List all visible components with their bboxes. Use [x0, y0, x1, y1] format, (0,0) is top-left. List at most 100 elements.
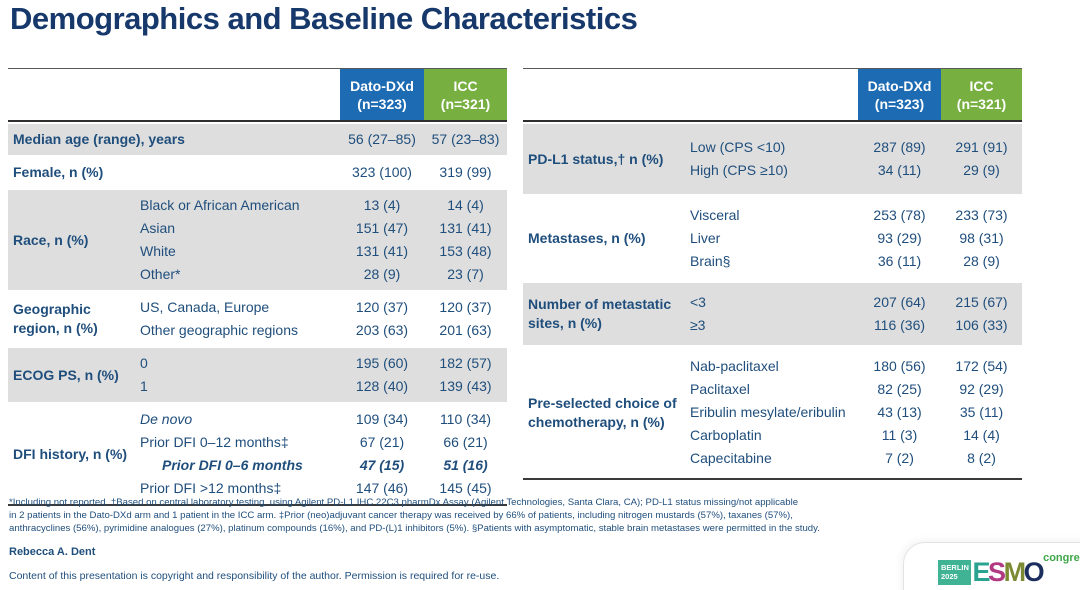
- dato-value-cell: 109 (34) 67 (21) 47 (15) 147 (46): [340, 408, 424, 500]
- icc-value: 23 (7): [447, 266, 484, 282]
- dato-value: 93 (29): [877, 230, 922, 246]
- icc-value: 35 (11): [959, 404, 1004, 420]
- table-row-chemotherapy-choice: Pre-selected choice of chemotherapy, n (…: [523, 347, 1022, 478]
- dato-value-cell: 195 (60) 128 (40): [340, 352, 424, 398]
- sub-labels: Low (CPS <10) High (CPS ≥10): [690, 136, 858, 182]
- table-row-median-age: Median age (range), years 56 (27–85) 57 …: [8, 122, 507, 157]
- row-label: Metastases, n (%): [528, 230, 646, 246]
- icc-value: 201 (63): [439, 322, 492, 338]
- dato-value: 34 (11): [877, 162, 922, 178]
- column-name: Dato-DXd: [350, 77, 414, 94]
- table-row-metastatic-sites: Number of metastatic sites, n (%) <3 ≥3 …: [523, 281, 1022, 347]
- icc-value: 57 (23–83): [431, 131, 500, 147]
- congress-label: congress: [1043, 552, 1080, 564]
- icc-value: 153 (48): [439, 243, 492, 259]
- icc-value: 131 (41): [439, 220, 492, 236]
- table-row-female: Female, n (%) 323 (100) 319 (99): [8, 157, 507, 188]
- esmo-letter: M: [1003, 556, 1027, 587]
- column-n: (n=321): [956, 95, 1007, 112]
- esmo-berlin-badge: BERLIN 2025: [938, 559, 971, 585]
- copyright-notice: Content of this presentation is copyrigh…: [9, 570, 500, 582]
- icc-value: 66 (21): [443, 434, 488, 450]
- icc-value: 14 (4): [447, 197, 484, 213]
- sub-label: Paclitaxel: [690, 381, 750, 397]
- dato-value: 82 (25): [877, 381, 922, 397]
- dato-value-cell: 56 (27–85): [340, 128, 424, 151]
- dato-value: 128 (40): [355, 378, 409, 394]
- sub-label: 1: [140, 378, 148, 394]
- icc-value: 139 (43): [439, 378, 492, 394]
- dato-value-cell: 207 (64) 116 (36): [858, 291, 941, 337]
- icc-value-cell: 120 (37) 201 (63): [424, 296, 507, 342]
- column-name: ICC: [969, 77, 994, 94]
- sub-label: US, Canada, Europe: [140, 299, 270, 315]
- table-row-pdl1-status: PD-L1 status,† n (%) Low (CPS <10) High …: [523, 122, 1022, 196]
- icc-value: 291 (91): [955, 139, 1008, 155]
- dato-value: 43 (13): [877, 404, 922, 420]
- dato-value: 180 (56): [873, 358, 926, 374]
- dato-value: 207 (64): [873, 294, 926, 310]
- sub-labels: US, Canada, Europe Other geographic regi…: [140, 296, 340, 342]
- dato-value-cell: 287 (89) 34 (11): [858, 136, 941, 182]
- row-label: Pre-selected choice of chemotherapy, n (…: [528, 394, 677, 430]
- dato-value: 47 (15): [359, 457, 405, 473]
- dato-value-cell: 120 (37) 203 (63): [340, 296, 424, 342]
- demographics-table-left: Dato-DXd (n=323) ICC (n=321) Median age …: [8, 68, 507, 506]
- icc-value: 29 (9): [963, 162, 1000, 178]
- icc-value-cell: 172 (54) 92 (29) 35 (11) 14 (4) 8 (2): [941, 355, 1022, 470]
- sub-label: Eribulin mesylate/eribulin: [690, 404, 846, 420]
- sub-label: Black or African American: [140, 197, 300, 213]
- icc-value: 145 (45): [439, 480, 492, 496]
- row-label: ECOG PS, n (%): [13, 366, 119, 383]
- sub-label: 0: [140, 355, 148, 371]
- demographics-table-right: Dato-DXd (n=323) ICC (n=321) PD-L1 statu…: [523, 68, 1022, 480]
- sub-label: Asian: [140, 220, 176, 236]
- icc-value: 172 (54): [955, 358, 1008, 374]
- footnote-line: *Including not reported. †Based on centr…: [9, 497, 799, 508]
- dato-value: 120 (37): [355, 299, 409, 315]
- esmo-letter: S: [988, 556, 1006, 587]
- footnote-line: in 2 patients in the Dato-DXd arm and 1 …: [9, 510, 793, 521]
- icc-value-cell: 291 (91) 29 (9): [941, 136, 1022, 182]
- badge-year: 2025: [941, 572, 958, 581]
- sub-label: Prior DFI >12 months‡: [140, 480, 282, 496]
- icc-value: 319 (99): [439, 164, 492, 180]
- sub-labels: Visceral Liver Brain§: [690, 204, 858, 273]
- dato-value: 203 (63): [355, 322, 409, 338]
- dato-value: 56 (27–85): [348, 131, 416, 147]
- esmo-letter: O: [1023, 556, 1045, 587]
- icc-value-cell: 14 (4) 131 (41) 153 (48) 23 (7): [424, 194, 507, 286]
- dato-value: 67 (21): [359, 434, 405, 450]
- row-label: DFI history, n (%): [13, 445, 128, 462]
- sub-label: ≥3: [690, 317, 706, 333]
- icc-value: 51 (16): [443, 457, 488, 473]
- sub-label: <3: [690, 294, 706, 310]
- sub-label: Low (CPS <10): [690, 139, 786, 155]
- dato-value: 253 (78): [873, 207, 926, 223]
- column-n: (n=323): [874, 95, 925, 112]
- sub-label: Prior DFI 0–12 months‡: [140, 434, 289, 450]
- icc-value: 233 (73): [955, 207, 1008, 223]
- dato-value: 13 (4): [363, 197, 401, 213]
- table-row-dfi-history: DFI history, n (%) De novo Prior DFI 0–1…: [8, 404, 507, 504]
- sub-label: Capecitabine: [690, 450, 772, 466]
- dato-value: 36 (11): [877, 253, 922, 269]
- icc-value: 92 (29): [959, 381, 1004, 397]
- sub-labels: Black or African American Asian White Ot…: [140, 194, 340, 286]
- icc-value: 182 (57): [439, 355, 492, 371]
- table-row-geographic-region: Geographic region, n (%) US, Canada, Eur…: [8, 292, 507, 346]
- table-row-race: Race, n (%) Black or African American As…: [8, 188, 507, 292]
- dato-value: 11 (3): [881, 427, 918, 443]
- esmo-logo: E S M O: [973, 556, 1045, 587]
- icc-value: 98 (31): [959, 230, 1004, 246]
- author-name: Rebecca A. Dent: [9, 546, 96, 558]
- sub-label: De novo: [140, 411, 193, 427]
- sub-labels: 0 1: [140, 352, 340, 398]
- dato-value-cell: 323 (100): [340, 161, 424, 184]
- sub-label: Other geographic regions: [140, 322, 298, 338]
- table-header: Dato-DXd (n=323) ICC (n=321): [523, 68, 1022, 122]
- sub-label: Nab-paclitaxel: [690, 358, 779, 374]
- slide-title: Demographics and Baseline Characteristic…: [10, 1, 638, 36]
- icc-value-cell: 215 (67) 106 (33): [941, 291, 1022, 337]
- icc-value-cell: 57 (23–83): [424, 128, 507, 151]
